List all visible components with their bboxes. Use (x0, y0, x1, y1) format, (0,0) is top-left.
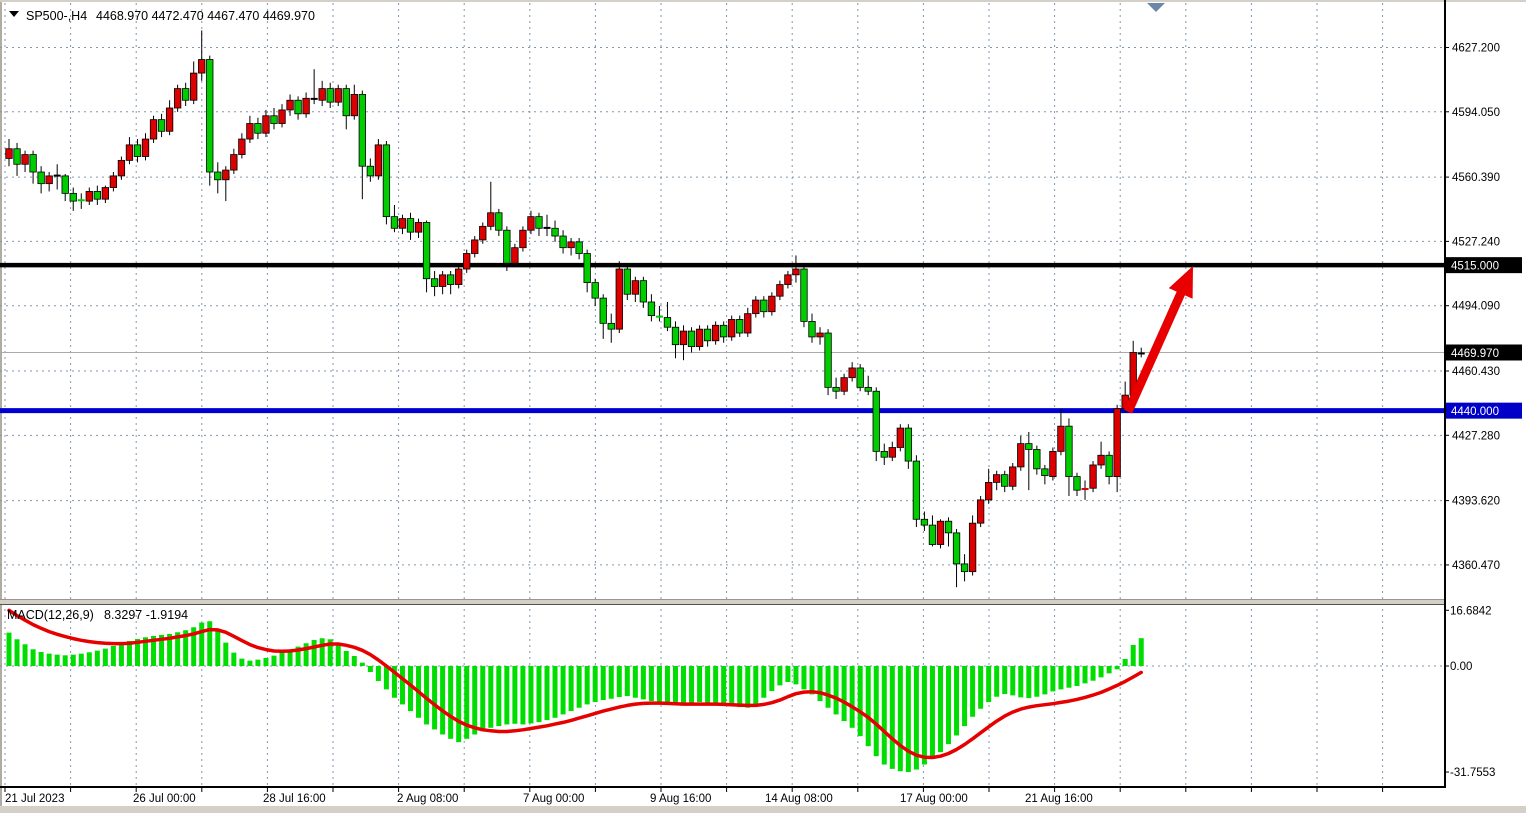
price-tag (1446, 344, 1522, 361)
time-axis-label: 28 Jul 16:00 (263, 793, 326, 805)
time-axis-label: 2 Aug 08:00 (397, 793, 458, 805)
time-axis-label: 9 Aug 16:00 (650, 793, 711, 805)
price-axis-label: 4460.430 (1452, 366, 1500, 378)
panel-separator-top (0, 599, 1444, 600)
macd-axis-label: 16.6842 (1450, 605, 1492, 617)
window-top-edge (0, 0, 1526, 2)
price-axis-label: 4427.280 (1452, 430, 1500, 442)
time-axis-border (0, 786, 1444, 788)
price-tag-label: 4469.970 (1451, 348, 1499, 360)
price-tag-label: 4515.000 (1451, 261, 1499, 273)
macd-indicator-values: 8.3297 -1.9194 (104, 608, 188, 622)
time-axis-label: 14 Aug 08:00 (765, 793, 833, 805)
chart-title-symbol: SP500-,H4 (26, 9, 87, 23)
time-axis-label: 21 Aug 16:00 (1025, 793, 1093, 805)
price-level-lines (0, 262, 1444, 414)
price-tag-label: 4440.000 (1451, 406, 1499, 418)
candlestick-series[interactable] (5, 30, 1145, 588)
price-axis-label: 4393.620 (1452, 496, 1500, 508)
price-axis-label: 4627.200 (1452, 42, 1500, 54)
trend-arrow-annotation[interactable] (1123, 266, 1193, 414)
chart-shift-marker-icon[interactable] (1147, 3, 1165, 12)
price-axis-label: 4527.240 (1452, 236, 1500, 248)
price-axis-label: 4560.390 (1452, 172, 1500, 184)
chart-title-ohlc: 4468.970 4472.470 4467.470 4469.970 (96, 9, 315, 23)
price-axis-label: 4494.090 (1452, 301, 1500, 313)
time-axis-label: 7 Aug 00:00 (523, 793, 584, 805)
price-axis-label: 4360.470 (1452, 560, 1500, 572)
time-axis-label: 21 Jul 2023 (5, 793, 64, 805)
window-bottom-edge (0, 806, 1526, 813)
macd-indicator-label: MACD(12,26,9) (7, 608, 94, 622)
price-axis-border (1444, 0, 1446, 788)
window-left-edge (0, 2, 2, 806)
price-tag (1446, 402, 1522, 419)
macd-axis-label: -31.7553 (1450, 767, 1495, 779)
symbol-dropdown-icon[interactable] (9, 11, 19, 17)
price-tag (1446, 257, 1522, 274)
macd-axis-label: 0.00 (1450, 661, 1472, 673)
axes-and-labels: 4627.200 4594.050 4560.390 4527.240 4494.090… (4, 42, 1522, 805)
time-axis-label: 17 Aug 00:00 (900, 793, 968, 805)
time-axis-label: 26 Jul 00:00 (133, 793, 196, 805)
panel-separator-bottom (0, 604, 1444, 605)
panel-separator-handle[interactable] (0, 600, 1444, 604)
price-axis-label: 4594.050 (1452, 107, 1500, 119)
macd-indicator-series[interactable] (6, 608, 1144, 773)
